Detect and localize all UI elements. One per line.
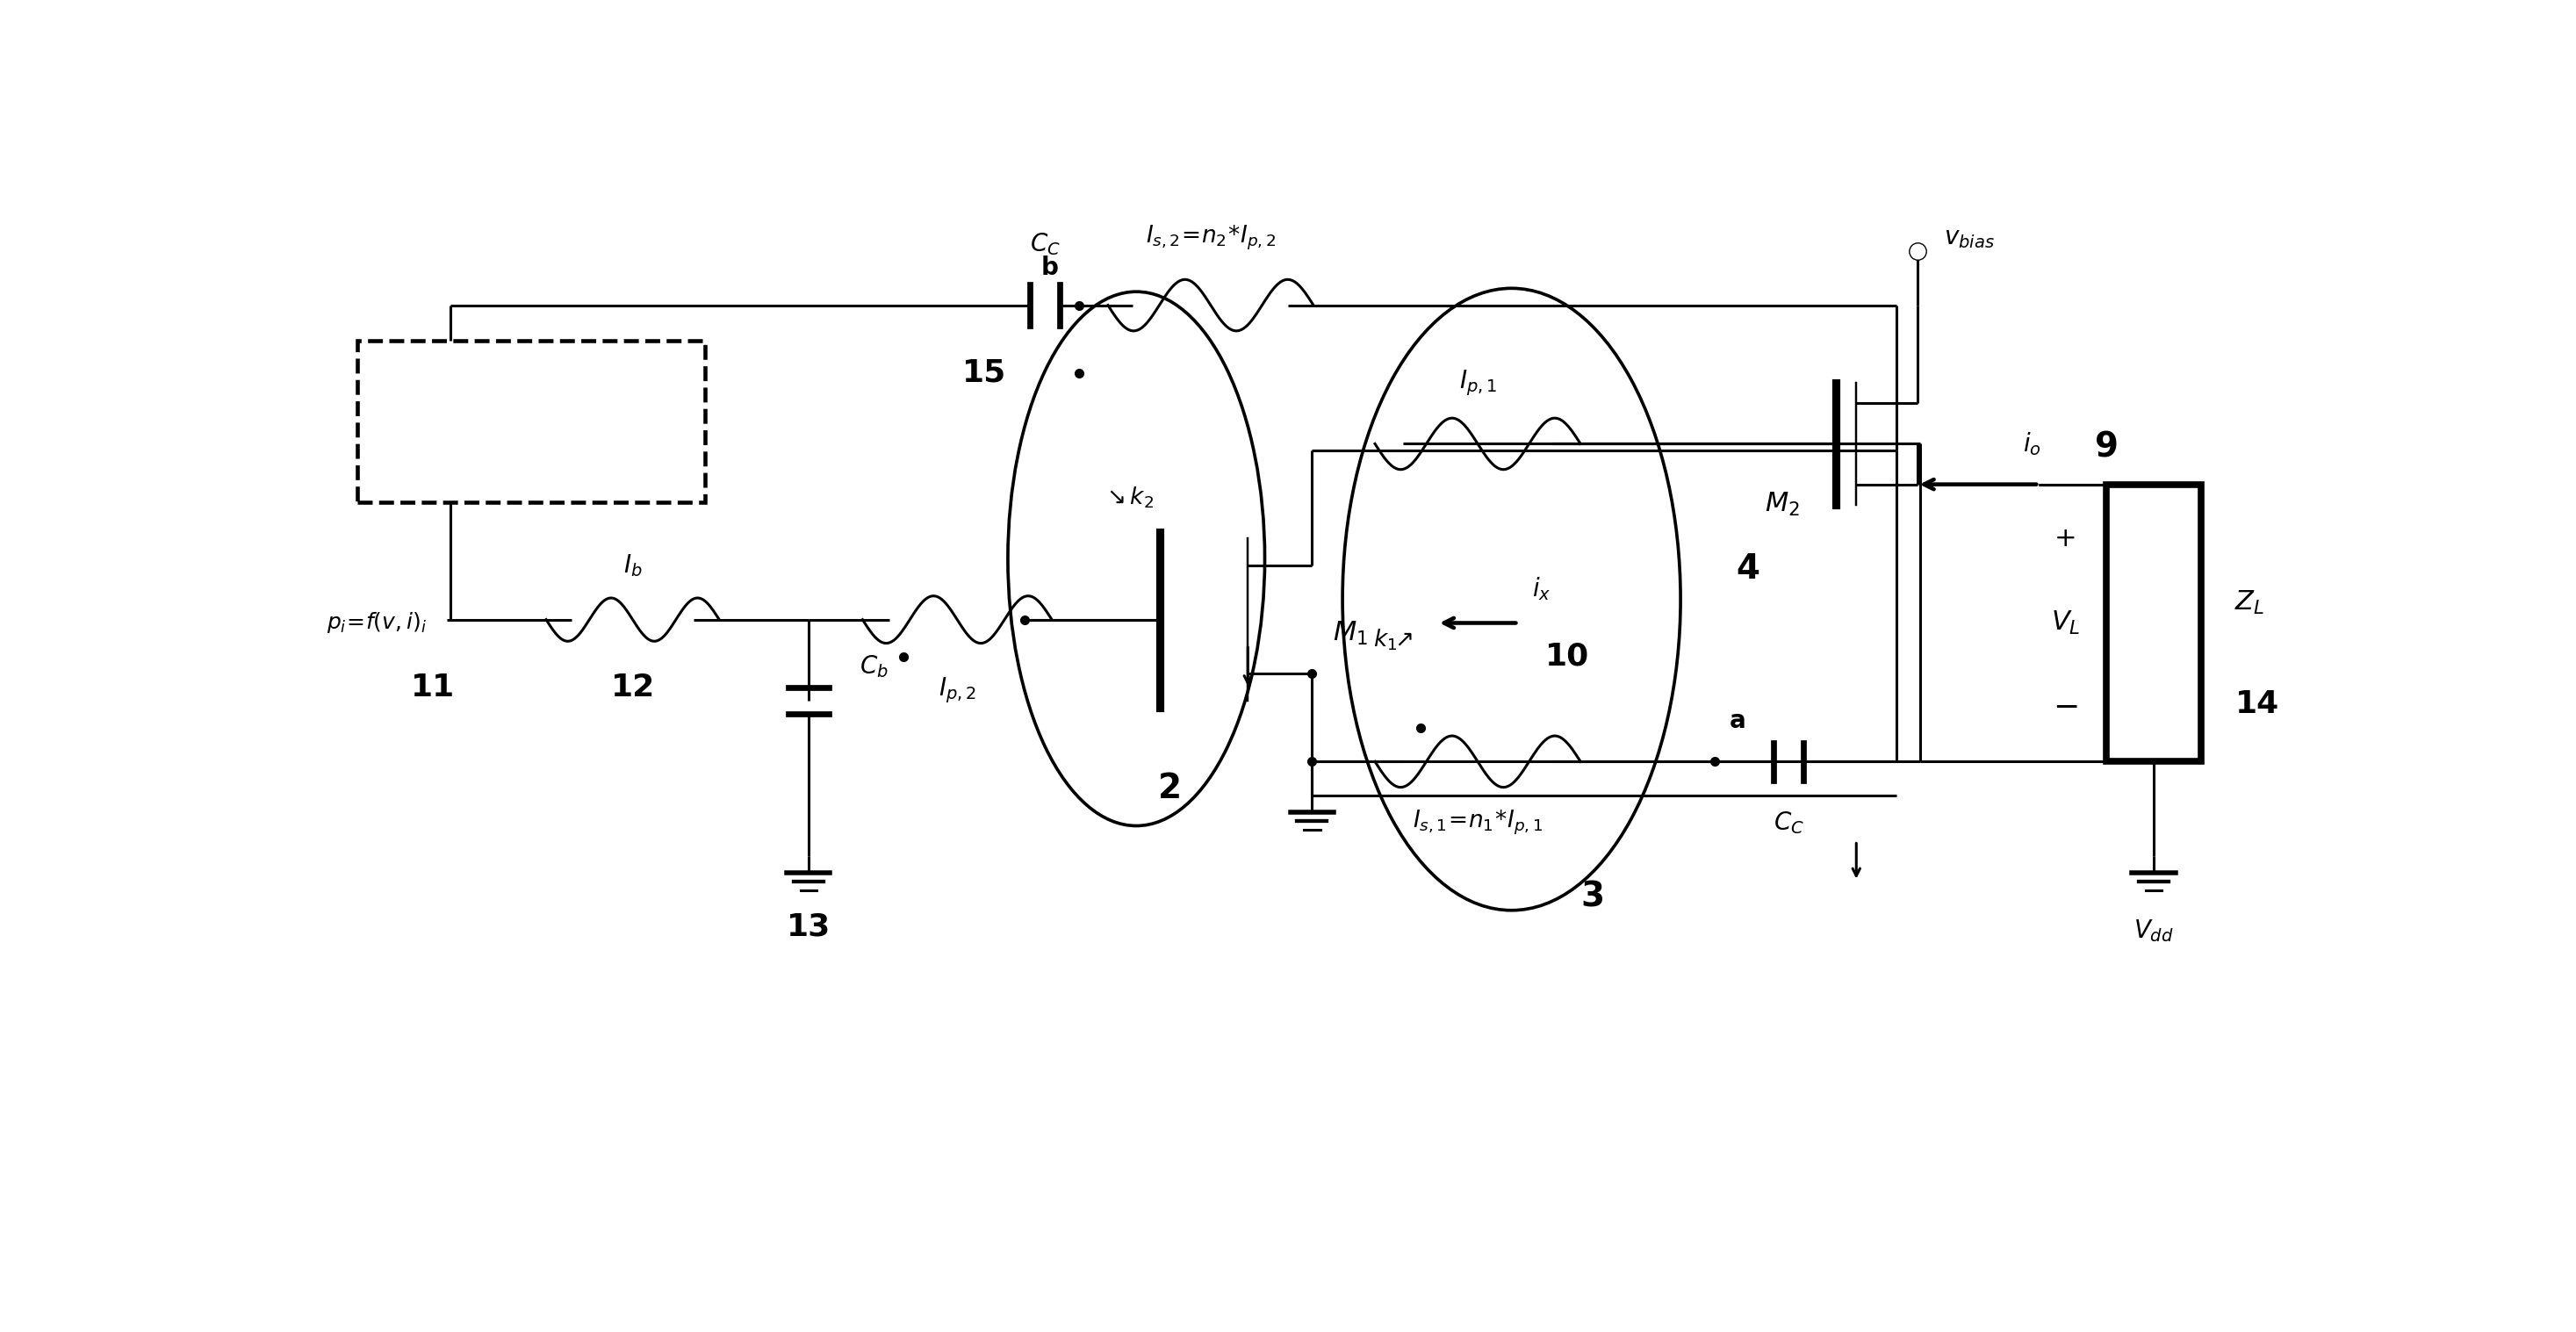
Text: $C_C$: $C_C$ <box>1030 232 1061 257</box>
Text: $V_{dd}$: $V_{dd}$ <box>2133 918 2174 943</box>
Text: 14: 14 <box>2236 689 2280 719</box>
Text: $C_b$: $C_b$ <box>860 654 889 681</box>
Text: $k_1\!\!\nearrow$: $k_1\!\!\nearrow$ <box>1373 627 1412 653</box>
Text: $\!\!\searrow k_2$: $\!\!\searrow k_2$ <box>1110 485 1154 510</box>
Text: 12: 12 <box>611 673 654 702</box>
Text: $v_{bias}$: $v_{bias}$ <box>1945 225 1994 250</box>
Text: 2: 2 <box>1159 773 1182 806</box>
Text: $C_C$: $C_C$ <box>1772 810 1803 835</box>
Text: a: a <box>1728 709 1747 734</box>
Text: $p_i\!=\!f(v,i)_i$: $p_i\!=\!f(v,i)_i$ <box>327 610 428 635</box>
Text: b: b <box>1041 256 1059 280</box>
Text: $M_2$: $M_2$ <box>1765 492 1801 518</box>
Text: $I_{p,2}$: $I_{p,2}$ <box>938 675 976 706</box>
Text: 4: 4 <box>1736 553 1759 586</box>
Text: $Z_L$: $Z_L$ <box>2236 589 2264 617</box>
Text: $i_x$: $i_x$ <box>1533 575 1551 602</box>
Bar <box>2107 485 2200 762</box>
FancyBboxPatch shape <box>358 341 706 502</box>
Text: $I_{s,2}\!=\!n_2\!*\!I_{p,2}$: $I_{s,2}\!=\!n_2\!*\!I_{p,2}$ <box>1146 224 1275 252</box>
Text: −: − <box>2053 693 2079 722</box>
Text: $i_o$: $i_o$ <box>2022 430 2040 457</box>
Text: 3: 3 <box>1582 880 1605 914</box>
Text: 9: 9 <box>2094 430 2117 464</box>
Text: 15: 15 <box>963 358 1007 388</box>
Text: $I_{p,1}$: $I_{p,1}$ <box>1458 368 1497 398</box>
Text: $I_{s,1}\!=\!n_1\!*\!I_{p,1}$: $I_{s,1}\!=\!n_1\!*\!I_{p,1}$ <box>1412 809 1543 836</box>
Text: 13: 13 <box>786 912 829 942</box>
Text: $V_L$: $V_L$ <box>2050 609 2081 637</box>
Text: $I_b$: $I_b$ <box>623 553 641 578</box>
Text: $x_1$: $I_{p,1}$ and $I_{s,1}$: $x_1$: $I_{p,1}$ and $I_{s,1}$ <box>379 446 549 476</box>
Text: $x_2$: $I_{p,2}$ and $I_{s,2}$: $x_2$: $I_{p,2}$ and $I_{s,2}$ <box>379 396 549 424</box>
Text: $M_1$: $M_1$ <box>1332 619 1368 647</box>
Text: 10: 10 <box>1546 642 1589 671</box>
Text: +: + <box>2056 526 2076 551</box>
Text: 11: 11 <box>412 673 456 702</box>
